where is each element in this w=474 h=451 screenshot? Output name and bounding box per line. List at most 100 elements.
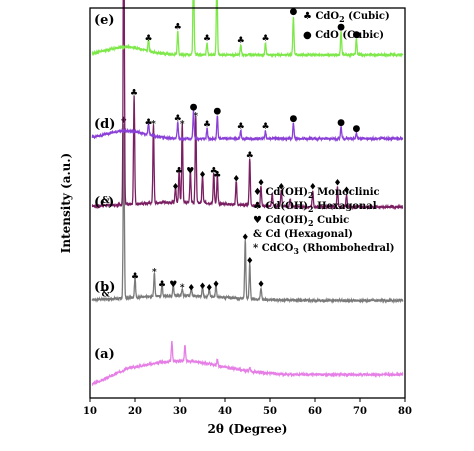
legend-suffix: Cubic [314,215,350,226]
peak-marker: ● [352,124,360,134]
peak-marker: ♣ [246,151,254,161]
legend-symbol: ● [303,30,312,41]
peak-marker: ♦ [257,178,265,188]
peak-marker: ♣ [210,167,218,177]
x-axis-ticks: 10 20 30 40 50 60 70 80 [83,398,412,417]
peak-marker: ♣ [175,167,183,177]
legend-top-entry: ● CdO (Cubic) [303,30,384,41]
peak-marker: ♦ [205,284,213,294]
legend-symbol: ♣ [253,201,262,212]
legend-subscript: 2 [339,14,345,24]
x-axis-title: 2θ (Degree) [208,422,288,436]
legend-symbol: ♥ [253,215,262,226]
series-a: (a) [91,340,404,387]
peak-marker: ♣ [237,122,245,132]
legend-mid-entry: ♣ Cd(OH)2 Hexagonal [253,201,377,214]
legend-suffix: Monoclinic [314,187,380,198]
series-line-b [91,123,404,305]
peak-marker: ♣ [131,272,139,282]
legend-label: CdCO [262,243,294,254]
peak-marker: ● [213,106,221,116]
legend-subscript: 2 [308,190,314,200]
legend-symbol: ♣ [303,11,312,22]
legend-label: Cd(OH) [265,215,308,226]
peak-marker: ♦ [171,182,179,192]
series-line-c [91,0,404,211]
peak-marker: ♦ [120,116,128,126]
peak-marker: ♦ [198,282,206,292]
peak-marker: ♥ [186,167,194,177]
peak-marker: ♣ [174,114,182,124]
peak-marker: ♣ [237,36,245,46]
x-tick-label: 20 [128,406,142,417]
legend-symbol: * [253,243,259,254]
cd-peak-label: & [102,196,110,206]
peak-marker: ♦ [257,280,265,290]
peak-marker: ♦ [333,178,341,188]
peak-marker: * [151,120,156,130]
legend-subscript: 2 [308,218,314,228]
legend-label: Cd(OH) [265,201,308,212]
legend-suffix: Hexagonal [314,201,377,212]
legend-subscript: 2 [308,204,314,214]
peak-marker: ♦ [187,284,195,294]
plot-frame [89,7,406,399]
peak-marker: ● [337,118,345,128]
peak-marker: ♦ [198,171,206,181]
series-e: ♣♣●♣●♣♣●●●(e) [91,0,404,59]
panel-label-a: (a) [94,347,115,362]
series-line-d [91,110,404,143]
legend-mid-entry: * CdCO3 (Rhombohedral) [253,243,395,256]
legend-suffix: (Rhombohedral) [299,243,395,254]
peak-marker: ♦ [342,186,350,196]
legend-label: CdO [315,11,339,22]
peak-marker: ♣ [158,280,166,290]
legend-subscript: 3 [293,246,299,256]
peak-marker: ● [289,7,297,17]
legend-label: Cd(OH) [265,187,308,198]
panel-label-b: (b) [94,280,115,295]
x-tick-label: 10 [83,406,97,417]
peak-marker: ♣ [203,120,211,130]
peak-marker: ♦ [246,256,254,266]
series-d: ♣ ♣●♣●♣ ♣● ●●(d) [91,102,404,143]
legend-top: ♣ CdO2 (Cubic)● CdO (Cubic) [303,11,390,41]
legend-label: CdO (Cubic) [315,30,384,41]
peak-marker: ♣ [130,89,138,99]
peak-marker: ● [190,102,198,112]
peak-marker: ♣ [144,34,152,44]
peak-marker: ♦ [232,175,240,185]
peak-marker: ● [289,114,297,124]
legend-top-entry: ♣ CdO2 (Cubic) [303,11,390,24]
series-line-e [91,0,404,59]
legend-mid: ♦ Cd(OH)2 Monoclinic♣ Cd(OH)2 Hexagonal♥… [253,187,395,256]
y-axis-title: Intensity (a.u.) [59,153,73,253]
panel-label-c: (c) [94,195,114,210]
x-tick-label: 60 [308,406,322,417]
peak-marker: ♣ [261,34,269,44]
peak-marker: ● [352,30,360,40]
peak-marker: ● [337,22,345,32]
panel-label-d: (d) [94,117,115,132]
peak-marker: ♦ [277,182,285,192]
legend-symbol: & [253,229,262,240]
x-tick-label: 30 [173,406,187,417]
peak-marker: ♦ [212,280,220,290]
x-tick-label: 50 [263,406,277,417]
legend-mid-entry: & Cd (Hexagonal) [253,229,353,240]
peak-marker: * [180,120,185,130]
peak-marker: * [180,284,185,294]
panel-label-e: (e) [94,13,115,28]
peak-marker: * [193,112,198,122]
legend-mid-entry: ♦ Cd(OH)2 Monoclinic [253,187,380,200]
peak-marker: ♦ [309,182,317,192]
peak-marker: ♣ [174,22,182,32]
series-c: ♦♣*♦♣*♥*♦♣♣♦♣♦♦♦♦♦&(c) [91,0,404,211]
peak-marker: ♣ [213,171,221,181]
legend-label: Cd (Hexagonal) [266,229,353,240]
peak-marker: ♣ [261,122,269,132]
legend-mid-entry: ♥ Cd(OH)2 Cubic [253,215,349,228]
peak-marker: ♣ [203,34,211,44]
legend-symbol: ♦ [253,187,262,198]
